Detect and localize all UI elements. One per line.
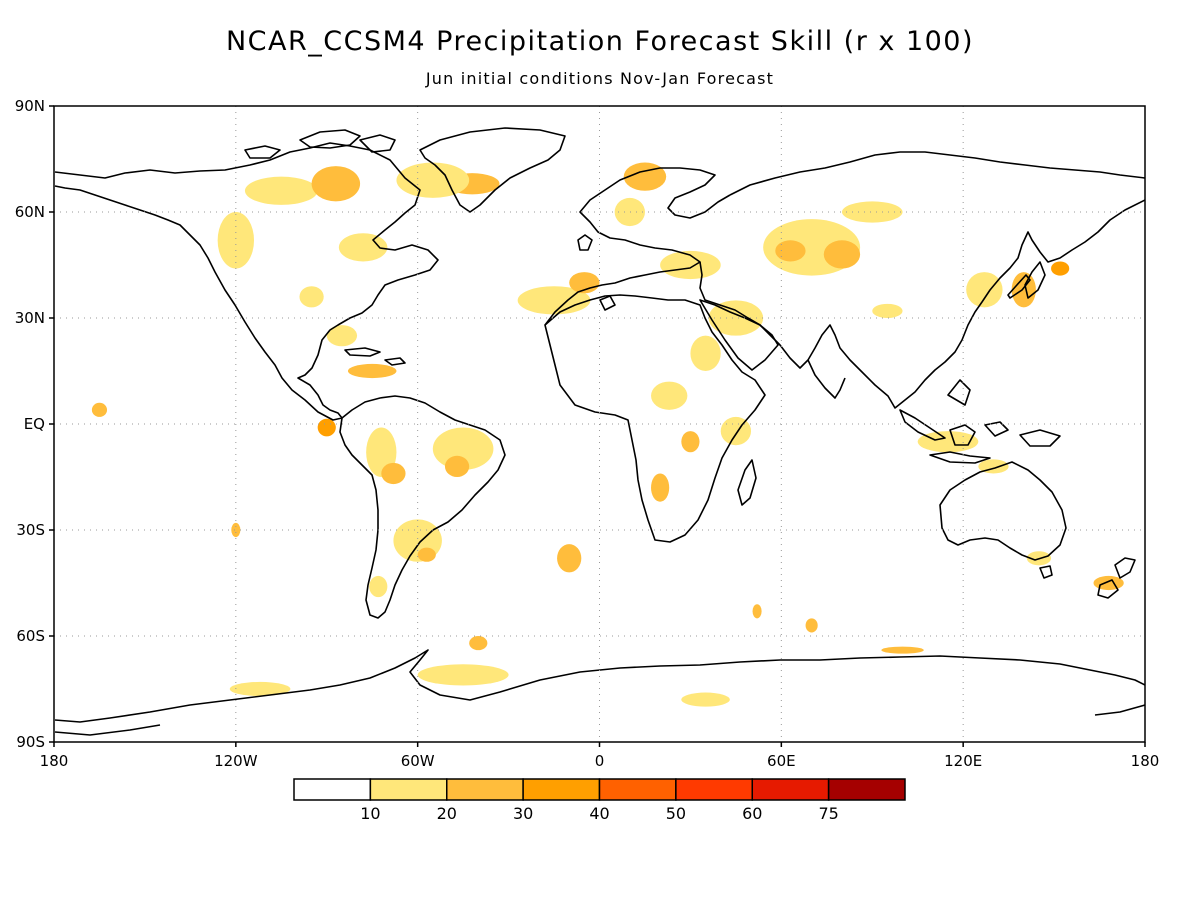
- skill-region: [469, 636, 488, 651]
- colorbar-label: 20: [437, 804, 457, 823]
- skill-region: [517, 286, 591, 315]
- colorbar-swatch: [446, 778, 524, 801]
- lon-tick-labels: 180 120W 60W 0 60E 120E 180: [40, 742, 1160, 770]
- colorbar-swatch: [522, 778, 601, 801]
- skill-region: [217, 212, 255, 269]
- skill-region: [872, 303, 903, 318]
- lat-tick-label: 60S: [16, 627, 45, 645]
- chart-title: NCAR_CCSM4 Precipitation Forecast Skill …: [225, 26, 975, 57]
- lon-tick-label: 180: [1131, 752, 1160, 770]
- lon-tick-label: 120W: [214, 752, 258, 770]
- coastline-europe: [544, 167, 731, 326]
- colorbar: 10 20 30 40 50 60 75: [293, 778, 906, 823]
- skill-regions: [91, 162, 1124, 707]
- colorbar-swatch: [293, 778, 372, 801]
- lat-tick-label: 30N: [15, 309, 45, 327]
- skill-region: [91, 402, 108, 417]
- skill-region: [244, 176, 318, 205]
- skill-region: [690, 335, 721, 372]
- coastline-greenland: [419, 127, 566, 213]
- skill-region: [651, 381, 688, 410]
- lat-tick-labels: 90N 60N 30N EQ 30S 60S 90S: [15, 97, 54, 751]
- lon-tick-label: 120E: [944, 752, 982, 770]
- lat-tick-label: EQ: [24, 415, 45, 433]
- colorbar-label: 75: [818, 804, 838, 823]
- coastlines: [54, 127, 1145, 736]
- skill-region: [369, 575, 388, 598]
- colorbar-label: 40: [589, 804, 609, 823]
- colorbar-swatch: [598, 778, 677, 801]
- skill-region: [805, 618, 818, 633]
- skill-region: [681, 431, 700, 453]
- colorbar-swatch: [751, 778, 830, 801]
- coastline-asia: [729, 151, 1145, 196]
- colorbar-swatch: [827, 778, 906, 801]
- graticule: [54, 106, 1145, 742]
- skill-region: [317, 418, 336, 437]
- colorbar-swatch: [675, 778, 753, 801]
- skill-region: [381, 462, 406, 485]
- lat-tick-label: 90S: [16, 733, 45, 751]
- lat-tick-label: 30S: [16, 521, 45, 539]
- chart-subtitle: Jun initial conditions Nov-Jan Forecast: [425, 69, 775, 88]
- skill-region: [614, 197, 645, 227]
- colorbar-label: 10: [360, 804, 380, 823]
- skill-region: [720, 416, 752, 446]
- skill-region: [775, 240, 806, 262]
- skill-region: [823, 240, 861, 269]
- skill-region: [660, 250, 721, 280]
- skill-region: [347, 363, 397, 379]
- colorbar-label: 50: [666, 804, 686, 823]
- skill-region: [229, 681, 291, 697]
- coastline-australia: [939, 461, 1067, 561]
- skill-region: [1051, 261, 1070, 276]
- lat-tick-label: 90N: [15, 97, 45, 115]
- coastline-south-america: [339, 395, 506, 619]
- skill-region: [651, 473, 670, 502]
- skill-region: [841, 201, 903, 223]
- skill-region: [311, 166, 361, 202]
- skill-region: [881, 646, 924, 654]
- skill-region: [444, 455, 470, 477]
- skill-region: [417, 664, 509, 686]
- skill-region: [681, 692, 730, 707]
- coastline-north-america: [54, 142, 439, 421]
- colorbar-swatch: [369, 778, 448, 801]
- lon-tick-label: 60W: [401, 752, 435, 770]
- lat-tick-label: 60N: [15, 203, 45, 221]
- skill-region: [231, 522, 241, 538]
- lon-tick-label: 0: [595, 752, 605, 770]
- skill-region: [326, 325, 358, 347]
- skill-region: [299, 286, 324, 308]
- lon-tick-label: 60E: [767, 752, 796, 770]
- skill-region: [966, 272, 1003, 308]
- coastline-africa: [544, 294, 766, 543]
- coastline-arabia: [699, 299, 779, 371]
- skill-region: [417, 547, 436, 562]
- colorbar-label: 30: [513, 804, 533, 823]
- colorbar-label: 60: [742, 804, 762, 823]
- skill-region: [752, 604, 762, 619]
- coastline-antarctica: [54, 649, 1145, 723]
- skill-region: [557, 544, 582, 573]
- skill-region: [432, 427, 494, 470]
- skill-region: [338, 233, 388, 262]
- lon-tick-label: 180: [40, 752, 69, 770]
